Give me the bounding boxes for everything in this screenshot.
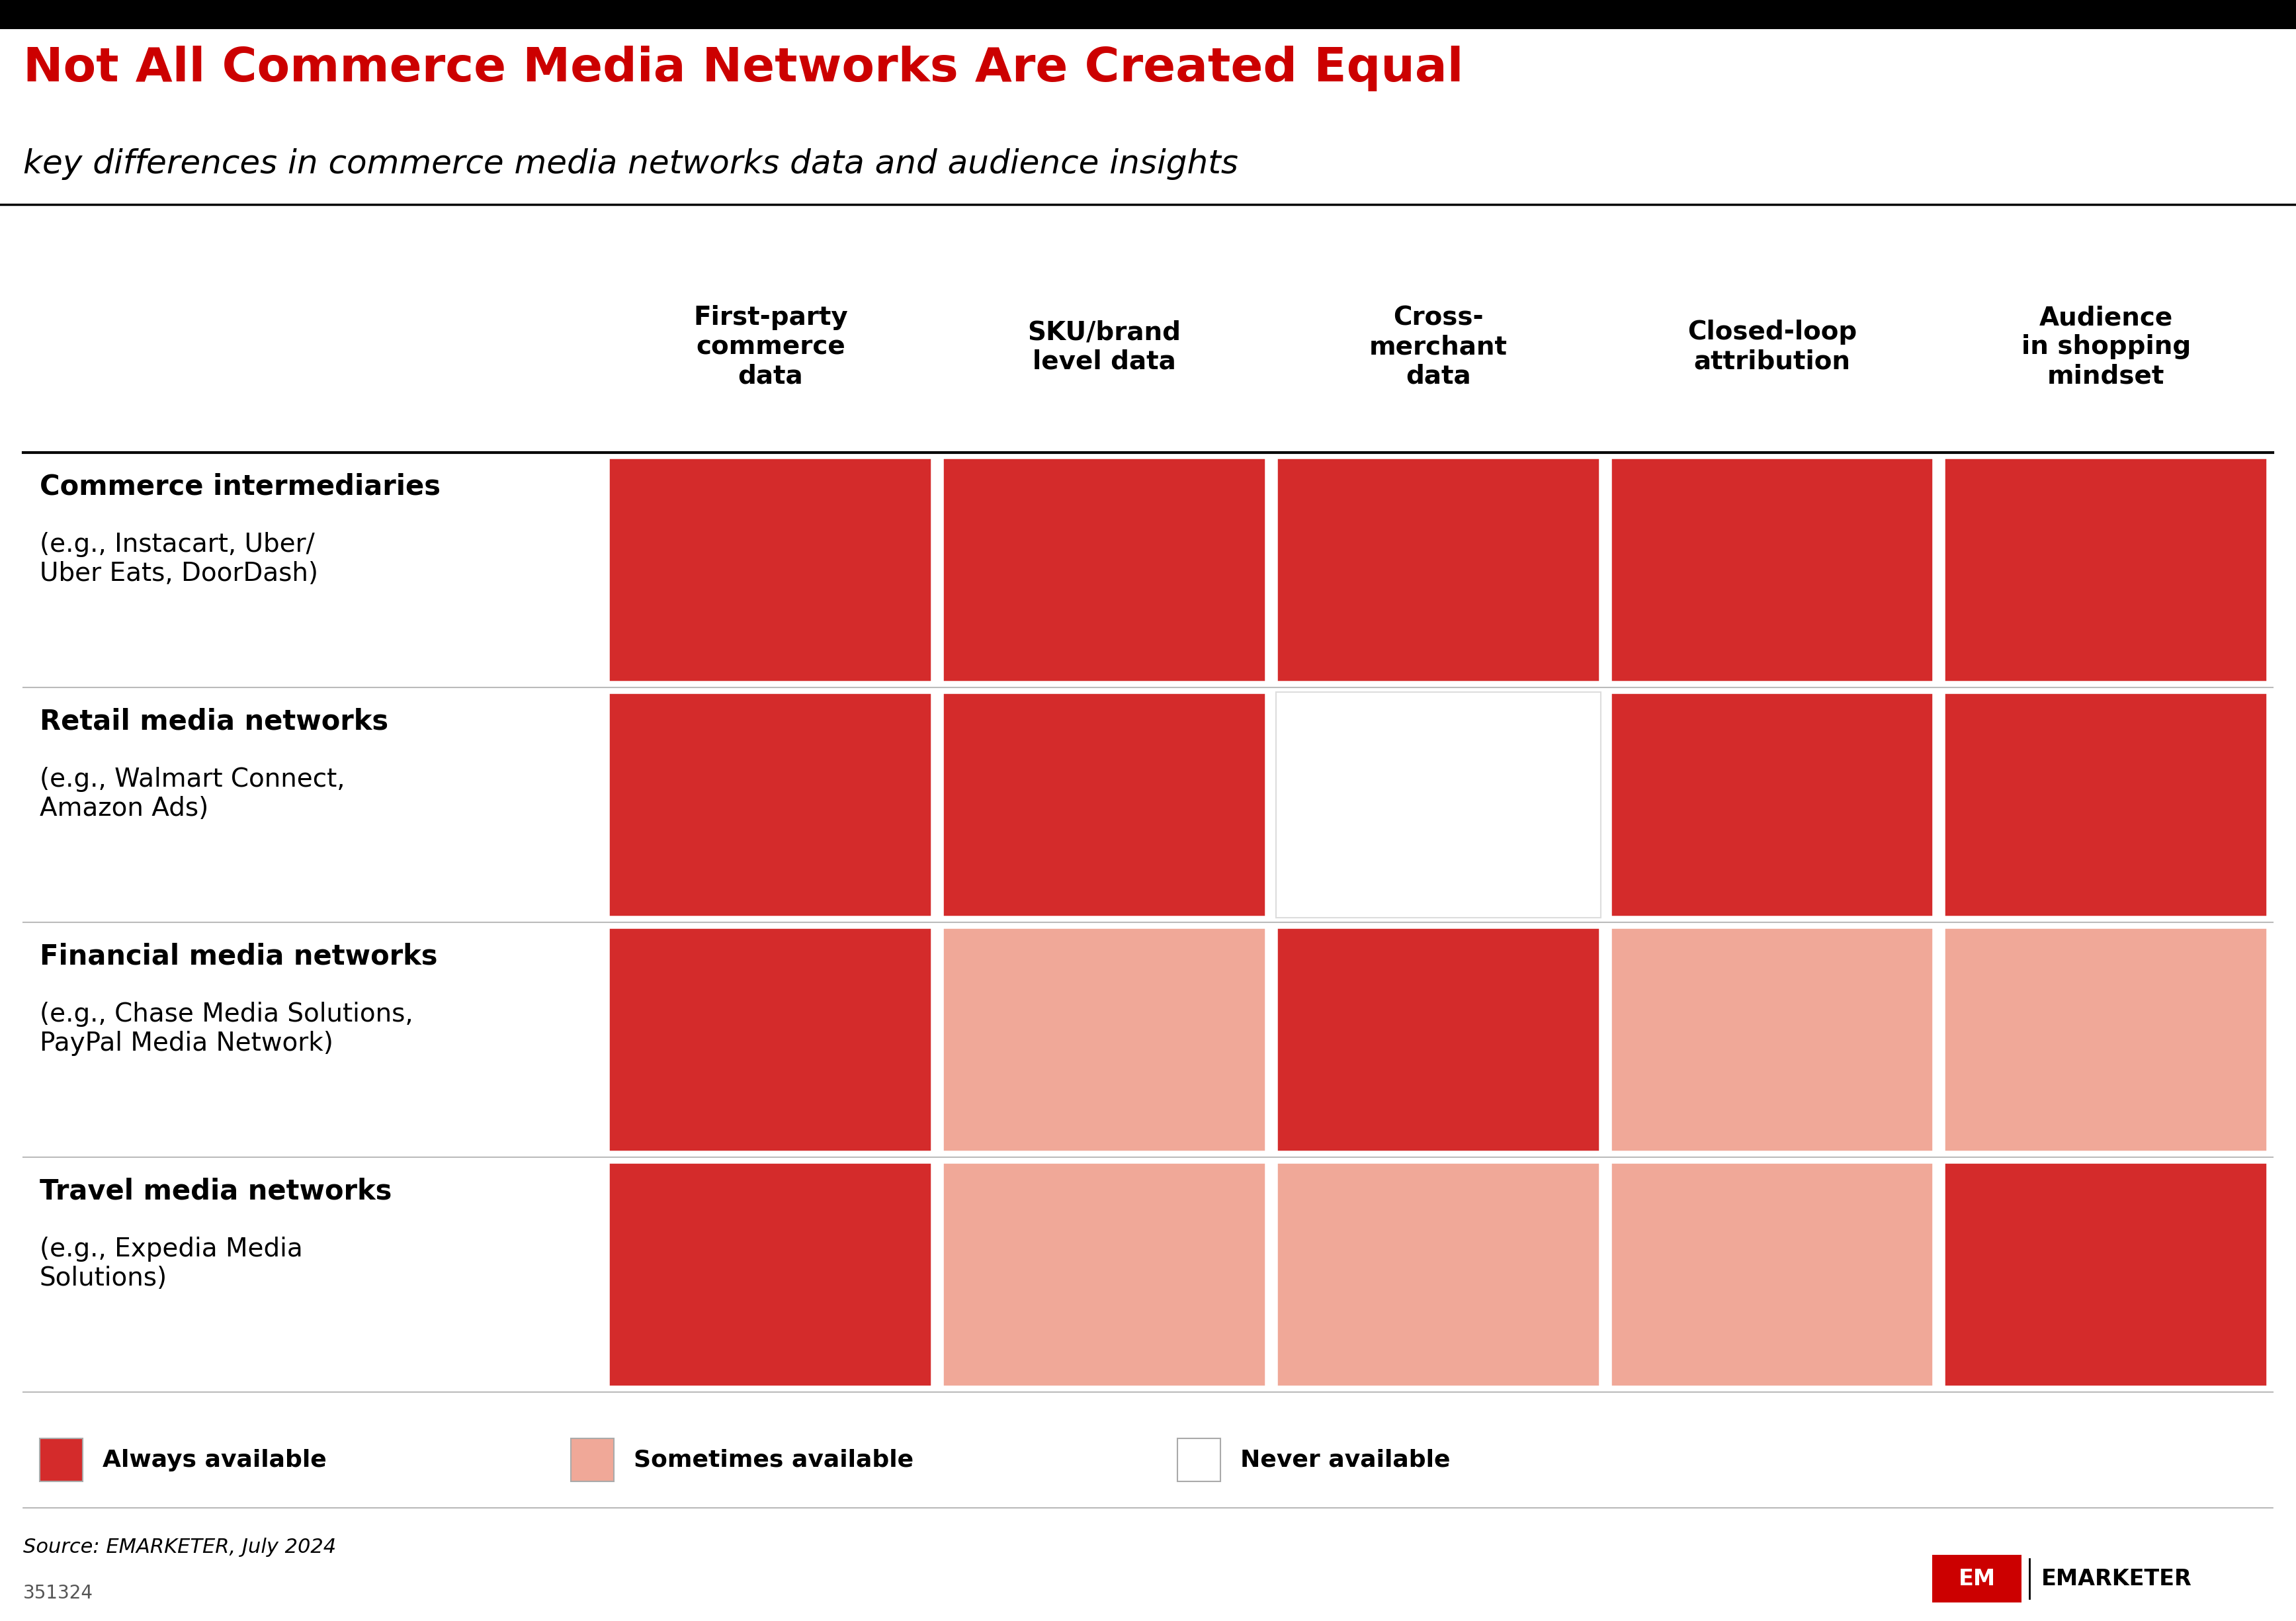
Text: EM: EM	[1958, 1568, 1995, 1590]
Bar	[608, 1162, 932, 1388]
Bar	[608, 927, 932, 1153]
Text: Financial media networks: Financial media networks	[39, 942, 439, 969]
Bar	[572, 1438, 613, 1482]
Bar	[1277, 1162, 1600, 1388]
Text: SKU/brand
level data: SKU/brand level data	[1029, 319, 1180, 374]
Bar	[1933, 1555, 2020, 1603]
Text: Always available: Always available	[103, 1449, 326, 1472]
Text: Never available: Never available	[1240, 1449, 1451, 1472]
Bar	[1945, 457, 2268, 682]
Text: (e.g., Expedia Media
Solutions): (e.g., Expedia Media Solutions)	[39, 1237, 303, 1290]
Bar	[1277, 457, 1600, 682]
Bar	[1945, 1162, 2268, 1388]
Bar	[1945, 692, 2268, 917]
Bar	[1609, 1162, 1933, 1388]
Text: First-party
commerce
data: First-party commerce data	[693, 305, 847, 389]
Bar	[608, 457, 932, 682]
Bar	[1609, 457, 1933, 682]
Text: Travel media networks: Travel media networks	[39, 1177, 393, 1204]
Text: EMARKETER: EMARKETER	[2041, 1568, 2193, 1590]
Bar	[608, 692, 932, 917]
Text: Not All Commerce Media Networks Are Created Equal: Not All Commerce Media Networks Are Crea…	[23, 45, 1463, 91]
Text: (e.g., Instacart, Uber/
Uber Eats, DoorDash): (e.g., Instacart, Uber/ Uber Eats, DoorD…	[39, 532, 319, 587]
Bar	[0, 0, 2296, 29]
Text: Commerce intermediaries: Commerce intermediaries	[39, 472, 441, 501]
Bar	[941, 927, 1267, 1153]
Bar	[941, 692, 1267, 917]
Bar	[1945, 927, 2268, 1153]
Text: Sometimes available: Sometimes available	[634, 1449, 914, 1472]
Text: Source: EMARKETER, July 2024: Source: EMARKETER, July 2024	[23, 1538, 335, 1556]
Bar	[1609, 927, 1933, 1153]
Text: (e.g., Walmart Connect,
Amazon Ads): (e.g., Walmart Connect, Amazon Ads)	[39, 767, 344, 822]
Bar	[941, 1162, 1267, 1388]
Bar	[39, 1438, 83, 1482]
Text: Cross-
merchant
data: Cross- merchant data	[1368, 305, 1508, 389]
Text: Retail media networks: Retail media networks	[39, 707, 388, 736]
Bar	[941, 457, 1267, 682]
Bar	[1178, 1438, 1221, 1482]
Bar	[1277, 692, 1600, 917]
Text: Closed-loop
attribution: Closed-loop attribution	[1688, 319, 1857, 374]
Bar	[1609, 692, 1933, 917]
Bar	[1277, 692, 1600, 917]
Text: 351324: 351324	[23, 1584, 94, 1603]
Text: Audience
in shopping
mindset: Audience in shopping mindset	[2020, 305, 2190, 389]
Text: (e.g., Chase Media Solutions,
PayPal Media Network): (e.g., Chase Media Solutions, PayPal Med…	[39, 1002, 413, 1055]
Text: key differences in commerce media networks data and audience insights: key differences in commerce media networ…	[23, 148, 1238, 180]
Bar	[1277, 927, 1600, 1153]
